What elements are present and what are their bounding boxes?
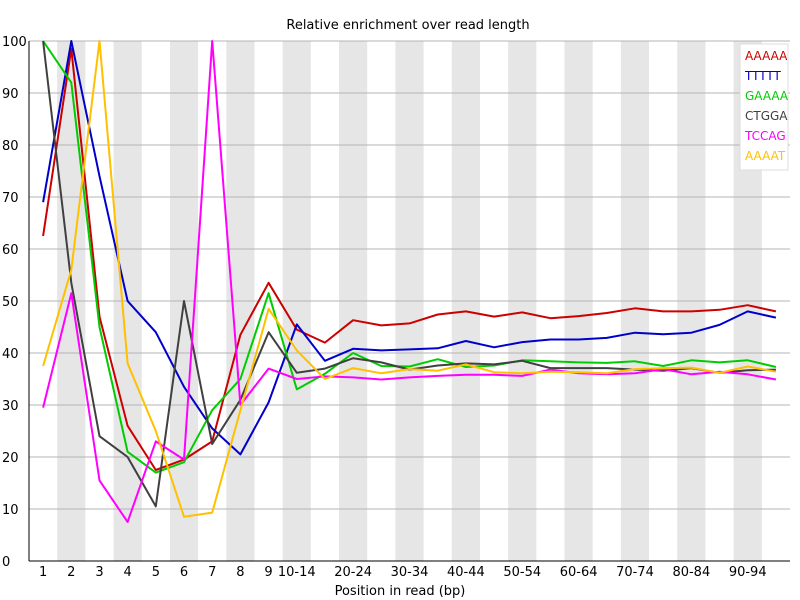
series-line-ttttt bbox=[42, 40, 777, 456]
x-tick-label: 20-24 bbox=[334, 565, 372, 580]
x-tick-label: 3 bbox=[95, 565, 103, 580]
x-tick-label: 80-84 bbox=[672, 565, 710, 580]
series-lines bbox=[42, 40, 777, 523]
y-tick-label: 80 bbox=[2, 139, 19, 154]
legend-entry: TCCAG bbox=[744, 129, 786, 143]
x-tick-label: 60-64 bbox=[560, 565, 598, 580]
gridlines bbox=[29, 40, 790, 510]
y-tick-label: 20 bbox=[2, 451, 19, 466]
y-tick-label: 70 bbox=[2, 191, 19, 206]
x-tick-label: 1 bbox=[39, 565, 47, 580]
legend: AAAAA TTTTT GAAAA CTGGA TCCAG AAAAT bbox=[739, 43, 789, 171]
y-tick-label: 100 bbox=[2, 35, 27, 50]
x-tick-label: 70-74 bbox=[616, 565, 654, 580]
y-tick-label: 0 bbox=[2, 555, 10, 570]
series-line-aaaaa bbox=[42, 47, 777, 471]
series-line-aaaat bbox=[42, 40, 777, 518]
series-line-gaaaa bbox=[42, 40, 777, 474]
x-tick-label: 4 bbox=[124, 565, 132, 580]
x-tick-label: 90-94 bbox=[729, 565, 767, 580]
x-tick-label: 2 bbox=[67, 565, 75, 580]
x-tick-label: 30-34 bbox=[391, 565, 429, 580]
x-tick-label: 40-44 bbox=[447, 565, 485, 580]
legend-box bbox=[739, 43, 789, 171]
x-tick-label: 9 bbox=[264, 565, 272, 580]
y-tick-label: 40 bbox=[2, 347, 19, 362]
y-tick-label: 60 bbox=[2, 243, 19, 258]
y-tick-label: 50 bbox=[2, 295, 19, 310]
y-tick-label: 10 bbox=[2, 503, 19, 518]
x-tick-label: 7 bbox=[208, 565, 216, 580]
legend-entry: CTGGA bbox=[745, 109, 788, 123]
x-tick-label: 6 bbox=[180, 565, 188, 580]
series-line-tccag bbox=[42, 40, 777, 523]
y-tick-labels: 0 10 20 30 40 50 60 70 80 90 100 bbox=[2, 35, 27, 570]
y-tick-label: 90 bbox=[2, 87, 19, 102]
x-tick-label: 50-54 bbox=[503, 565, 541, 580]
x-axis-label: Position in read (bp) bbox=[335, 584, 466, 599]
y-tick-label: 30 bbox=[2, 399, 19, 414]
x-tick-labels: 1 2 3 4 5 6 7 8 9 10-14 20-24 30-34 40-44 50-54 60-64 7… bbox=[39, 565, 767, 580]
legend-entry: AAAAT bbox=[745, 149, 786, 163]
x-tick-label: 10-14 bbox=[278, 565, 316, 580]
legend-entry: TTTTT bbox=[744, 69, 781, 83]
legend-entry: GAAAA bbox=[745, 89, 789, 103]
chart-title: Relative enrichment over read length bbox=[286, 18, 529, 33]
x-tick-label: 5 bbox=[152, 565, 160, 580]
x-tick-label: 8 bbox=[236, 565, 244, 580]
legend-entry: AAAAA bbox=[745, 49, 788, 63]
